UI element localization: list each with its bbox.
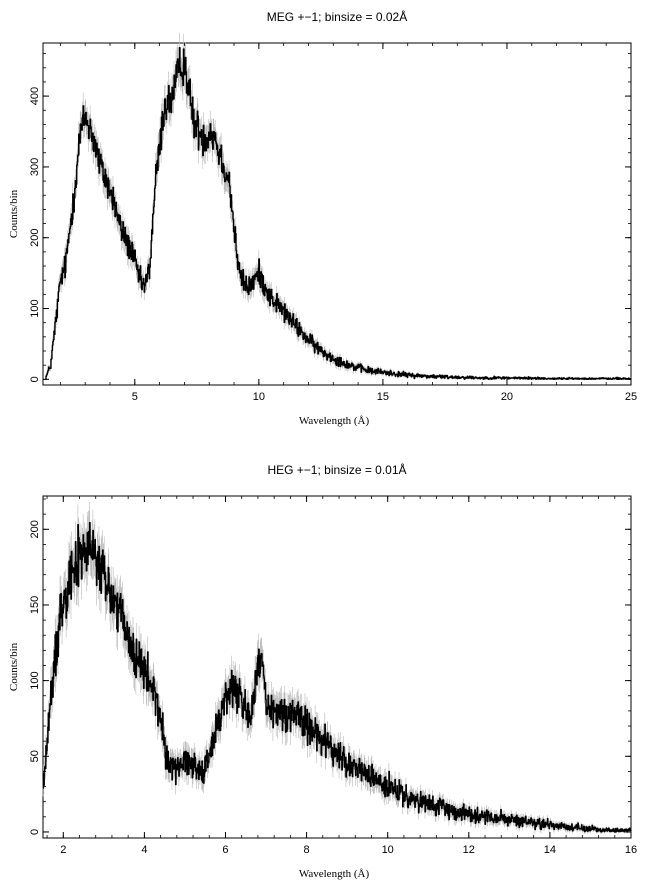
heg-x-tick-label: 6 [222,844,228,856]
heg-y-axis-label: Counts/bin [8,642,20,691]
heg-y-axis-ticks: 0 50 100 150 200 [29,498,631,835]
meg-plot-frame [42,42,632,386]
meg-x-tick-label: 25 [625,391,637,403]
heg-plot-frame [42,495,632,839]
heg-x-axis-ticks: 2 4 6 8 10 12 14 16 [46,496,637,856]
meg-y-tick-label: 200 [29,229,41,247]
meg-title: MEG +−1; binsize = 0.02Å [267,9,407,24]
heg-x-tick-label: 2 [60,844,66,856]
meg-histogram-line [45,46,632,381]
meg-series-marks [45,32,632,381]
heg-x-tick-label: 10 [382,844,394,856]
heg-x-axis-label: Wavelength (Å) [299,868,370,880]
heg-title: HEG +−1; binsize = 0.01Å [267,462,406,477]
heg-panel: HEG +−1; binsize = 0.01Å 2 4 6 8 10 12 14 16 0 5… [8,462,637,880]
meg-x-axis-label: Wavelength (Å) [299,415,370,427]
meg-x-tick-label: 10 [253,391,265,403]
heg-y-tick-label: 200 [29,520,41,538]
meg-error-bars [45,32,632,381]
heg-error-bars [42,501,632,834]
meg-y-axis-ticks: 0 100 200 300 400 [29,53,631,382]
heg-y-tick-label: 0 [29,829,41,835]
heg-x-tick-label: 8 [304,844,310,856]
heg-y-tick-label: 100 [29,671,41,689]
meg-y-tick-label: 300 [29,158,41,176]
heg-series-marks [42,501,632,834]
meg-x-tick-label: 20 [501,391,513,403]
meg-x-axis-ticks: 5 10 15 20 25 [59,43,637,403]
heg-x-tick-label: 12 [463,844,475,856]
heg-y-tick-label: 50 [29,750,41,762]
meg-y-axis-label: Counts/bin [8,189,20,238]
heg-histogram-line [42,521,632,833]
heg-x-tick-label: 14 [544,844,556,856]
meg-y-tick-label: 0 [29,376,41,382]
heg-x-tick-label: 4 [141,844,147,856]
meg-x-tick-label: 5 [132,391,138,403]
meg-y-tick-label: 400 [29,87,41,105]
heg-x-tick-label: 16 [625,844,637,856]
meg-y-tick-label: 100 [29,299,41,317]
meg-x-tick-label: 15 [377,391,389,403]
heg-y-tick-label: 150 [29,596,41,614]
meg-panel: MEG +−1; binsize = 0.02Å 5 10 15 20 25 0 100 2… [8,9,637,427]
